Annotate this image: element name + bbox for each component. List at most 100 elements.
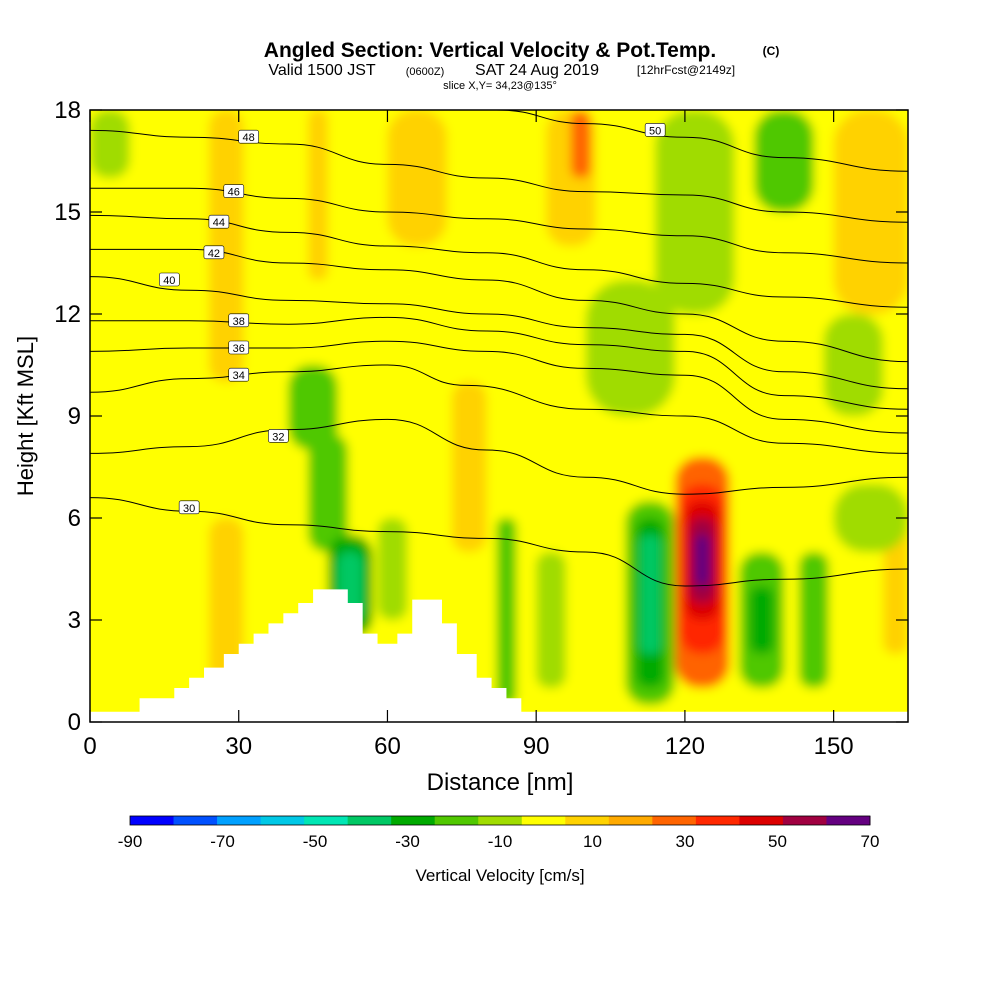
velocity-cell xyxy=(308,110,328,280)
colorbar-swatch xyxy=(304,816,349,825)
y-axis-label: Height [Kft MSL] xyxy=(13,336,38,496)
colorbar-tick-label: -70 xyxy=(210,832,235,851)
valid-zulu: (0600Z) xyxy=(406,66,445,78)
x-tick-label: 30 xyxy=(225,733,252,760)
y-tick-label: 9 xyxy=(68,403,81,430)
colorbar-swatch xyxy=(521,816,566,825)
chart-title-suffix: (C) xyxy=(763,44,780,58)
contour-label-box xyxy=(238,129,259,144)
contour-line-50 xyxy=(496,110,908,172)
velocity-cell xyxy=(90,416,209,722)
velocity-cell xyxy=(139,110,190,314)
contour-line-42 xyxy=(90,248,908,363)
contour-label: 50 xyxy=(649,125,661,137)
velocity-cell xyxy=(655,110,735,314)
y-tick-label: 3 xyxy=(68,607,81,634)
colorbar: -90 -70 -50 -30 -10 10 30 50 70 xyxy=(118,815,879,851)
valid-label: Valid 1500 JST xyxy=(268,62,376,79)
x-tick-label: 120 xyxy=(665,733,705,760)
velocity-cell xyxy=(694,535,710,586)
colorbar-tick-label: 10 xyxy=(583,832,602,851)
colorbar-label: Vertical Velocity [cm/s] xyxy=(415,866,584,885)
contour-label: 48 xyxy=(243,132,255,144)
contour-line-30 xyxy=(90,497,908,587)
y-tick-label: 12 xyxy=(54,301,81,328)
colorbar-swatch xyxy=(130,816,175,825)
pot-temp-contours: 30 32 34 36 38 40 42 44 46 48 50 xyxy=(90,110,908,587)
velocity-cell xyxy=(308,433,348,552)
velocity-cell xyxy=(640,535,661,654)
colorbar-tick-label: 50 xyxy=(768,832,787,851)
colorbar-tick-label: -30 xyxy=(395,832,420,851)
contour-label-box xyxy=(208,214,230,229)
colorbar-swatch xyxy=(739,816,784,825)
velocity-cell xyxy=(208,518,244,688)
terrain-mask xyxy=(90,589,908,722)
velocity-cell xyxy=(496,518,517,705)
contour-label-box xyxy=(644,123,666,137)
contour-label: 34 xyxy=(233,370,245,382)
contour-label: 42 xyxy=(208,248,220,260)
colorbar-swatch xyxy=(347,816,392,825)
contour-line-40 xyxy=(90,276,908,390)
contour-label-box xyxy=(203,245,225,260)
colorbar-tick-label: -10 xyxy=(488,832,513,851)
x-axis-label: Distance [nm] xyxy=(427,769,574,796)
slice-label: slice X,Y= 34,23@135° xyxy=(443,80,557,92)
colorbar-tick-label: -90 xyxy=(118,832,143,851)
colorbar-swatch xyxy=(217,816,262,825)
contour-label: 36 xyxy=(233,343,245,355)
contour-label: 40 xyxy=(163,275,175,287)
colorbar-frame xyxy=(129,815,871,826)
colorbar-swatch xyxy=(652,816,697,825)
contour-label-box xyxy=(228,367,250,382)
contour-line-48 xyxy=(90,129,908,223)
y-tick-label: 15 xyxy=(54,199,81,226)
colorbar-swatch xyxy=(565,816,610,825)
colorbar-swatch xyxy=(826,816,871,825)
contour-label: 32 xyxy=(272,431,284,443)
contour-label-box xyxy=(178,500,200,515)
contour-line-34 xyxy=(90,364,908,454)
colorbar-tick-label: -50 xyxy=(303,832,328,851)
velocity-cell xyxy=(451,382,487,552)
colorbar-swatch xyxy=(391,816,436,825)
x-tick-label: 150 xyxy=(814,733,854,760)
velocity-cell xyxy=(288,365,338,450)
valid-date: SAT 24 Aug 2019 xyxy=(475,62,599,79)
colorbar-swatch xyxy=(782,816,827,825)
contour-label-box xyxy=(228,340,250,355)
velocity-cell xyxy=(570,110,591,178)
colorbar-swatch xyxy=(173,816,218,825)
velocity-cell xyxy=(387,110,447,246)
x-tick-label: 0 xyxy=(83,733,96,760)
y-tick-label: 18 xyxy=(54,97,81,124)
y-tick-label: 6 xyxy=(68,505,81,532)
plot-area: 30 32 34 36 38 40 42 44 46 48 50 xyxy=(90,110,908,722)
velocity-cell xyxy=(833,484,908,552)
contour-label-box xyxy=(223,184,245,198)
velocity-cell xyxy=(585,280,675,416)
contour-line-36 xyxy=(90,340,908,434)
y-tick-label: 0 xyxy=(68,709,81,736)
colorbar-swatch xyxy=(608,816,653,825)
colorbar-swatch xyxy=(695,816,740,825)
contour-label: 30 xyxy=(183,503,195,515)
colorbar-swatch xyxy=(478,816,523,825)
colorbar-tick-label: 30 xyxy=(676,832,695,851)
contour-label-box xyxy=(159,272,180,287)
contour-label-box xyxy=(268,429,289,443)
contour-label-box xyxy=(228,313,250,328)
chart-title: Angled Section: Vertical Velocity & Pot.… xyxy=(264,39,716,62)
velocity-cell xyxy=(90,110,130,178)
vertical-velocity-field xyxy=(90,110,908,722)
velocity-cell xyxy=(754,110,814,212)
contour-label: 44 xyxy=(213,217,225,229)
x-tick-label: 60 xyxy=(374,733,401,760)
colorbar-swatch xyxy=(434,816,479,825)
x-tick-label: 90 xyxy=(523,733,550,760)
contour-label: 38 xyxy=(233,316,245,328)
